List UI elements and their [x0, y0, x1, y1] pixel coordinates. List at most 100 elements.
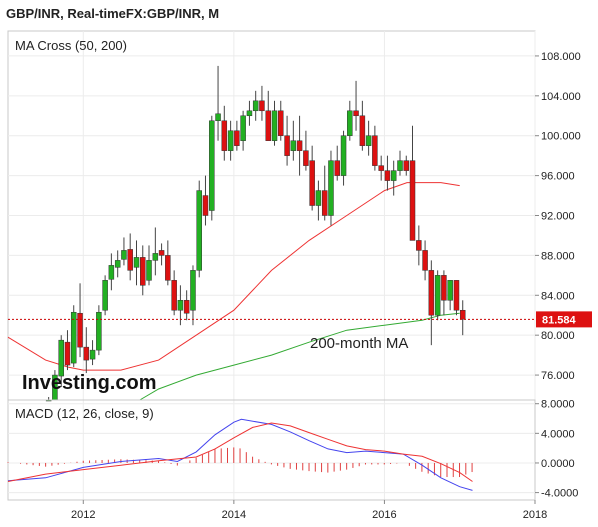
candle-down: [127, 249, 133, 271]
candle-down: [459, 309, 466, 320]
candle-down: [202, 195, 209, 216]
candles: [45, 65, 466, 402]
x-tick-label: 2012: [71, 509, 95, 521]
price-tick-label: 84.000: [541, 290, 575, 302]
candle-down: [334, 160, 340, 176]
macd-tick-label: 0.0000: [541, 458, 575, 470]
candle-up: [70, 311, 77, 364]
indicator-label: MA Cross (50, 200): [15, 38, 127, 53]
candle-down: [221, 120, 228, 151]
candle-up: [246, 110, 253, 117]
price-tick-label: 88.000: [541, 250, 575, 262]
candle-up: [340, 135, 347, 176]
last-price-box: [536, 311, 592, 328]
price-grid: [8, 31, 536, 500]
candle-up: [146, 260, 152, 281]
candle-up: [447, 280, 453, 301]
candle-down: [158, 250, 165, 256]
price-tick-label: 100.000: [541, 131, 581, 143]
candle-down: [422, 250, 428, 271]
candle-up: [271, 110, 278, 141]
candle-up: [108, 265, 115, 280]
candle-down: [453, 280, 460, 311]
candle-up: [397, 160, 403, 171]
candle-up: [347, 110, 353, 136]
macd-line: [7, 418, 473, 491]
candle-down: [321, 190, 328, 216]
candle-down: [83, 346, 90, 361]
candle-down: [303, 150, 309, 166]
price-tick-label: 76.000: [541, 370, 575, 382]
x-tick-label: 2018: [523, 509, 547, 521]
candle-up: [215, 113, 221, 122]
macd-tick-label: 4.0000: [541, 428, 575, 440]
candle-up: [114, 260, 121, 268]
price-tick-label: 80.000: [541, 330, 575, 342]
candle-down: [428, 270, 435, 316]
candle-up: [390, 170, 397, 181]
candle-up: [152, 253, 159, 261]
candle-down: [441, 275, 447, 301]
candle-up: [102, 280, 108, 311]
candle-down: [165, 255, 171, 281]
price-tick-label: 96.000: [541, 171, 575, 183]
candle-down: [372, 135, 378, 166]
candle-down: [278, 110, 284, 136]
macd-lines: [7, 418, 473, 491]
candle-down: [359, 115, 366, 146]
candle-down: [353, 110, 359, 117]
candle-down: [284, 135, 290, 156]
macd-axis: 8.0000 4.0000 0.0000 -4.0000: [535, 399, 578, 500]
watermark: Investing.com: [22, 372, 156, 394]
candle-up: [434, 275, 441, 316]
macd-label: MACD (12, 26, close, 9): [15, 406, 154, 421]
price-tick-label: 108.000: [541, 51, 581, 63]
macd-panel: [7, 399, 536, 501]
candle-down: [77, 312, 83, 348]
candle-up: [58, 339, 64, 377]
ma200-line: [139, 312, 460, 401]
candle-up: [133, 257, 140, 268]
candle-up: [96, 311, 102, 351]
candle-up: [315, 190, 322, 206]
x-tick-label: 2016: [372, 509, 396, 521]
candle-up: [290, 140, 297, 151]
candle-up: [365, 135, 372, 146]
candle-up: [240, 115, 246, 141]
last-price-label: 81.584: [542, 314, 577, 326]
x-tick-label: 2014: [222, 509, 246, 521]
candle-up: [227, 130, 234, 151]
price-tick-label: 104.000: [541, 91, 581, 103]
candle-up: [190, 270, 196, 311]
candle-down: [296, 140, 303, 151]
x-axis: 2012 2014 2016 2018: [71, 500, 547, 521]
candle-up: [89, 349, 96, 360]
ma-annotation: 200-month MA: [310, 335, 408, 352]
candle-down: [378, 165, 384, 171]
moving-averages: [7, 182, 460, 401]
macd-histogram: [7, 447, 473, 478]
price-axis: 76.000 80.000 84.000 88.000 92.000 96.000 100.…: [535, 51, 581, 382]
candle-down: [309, 160, 315, 206]
macd-tick-label: -4.0000: [541, 488, 578, 500]
macd-tick-label: 8.0000: [541, 399, 575, 411]
candle-down: [140, 257, 146, 286]
candle-down: [265, 110, 272, 141]
candle-up: [328, 160, 334, 216]
candle-down: [259, 100, 265, 112]
ma50-line: [7, 182, 460, 371]
candle-down: [171, 280, 177, 311]
candle-down: [183, 300, 190, 314]
candle-up: [177, 300, 184, 311]
candle-down: [234, 130, 240, 146]
candle-up: [252, 100, 259, 112]
candle-down: [409, 160, 416, 241]
candle-down: [64, 341, 71, 366]
candle-up: [209, 120, 215, 211]
candle-up: [121, 250, 127, 260]
candle-up: [196, 190, 202, 271]
candle-down: [384, 170, 391, 181]
signal-line: [7, 422, 473, 482]
